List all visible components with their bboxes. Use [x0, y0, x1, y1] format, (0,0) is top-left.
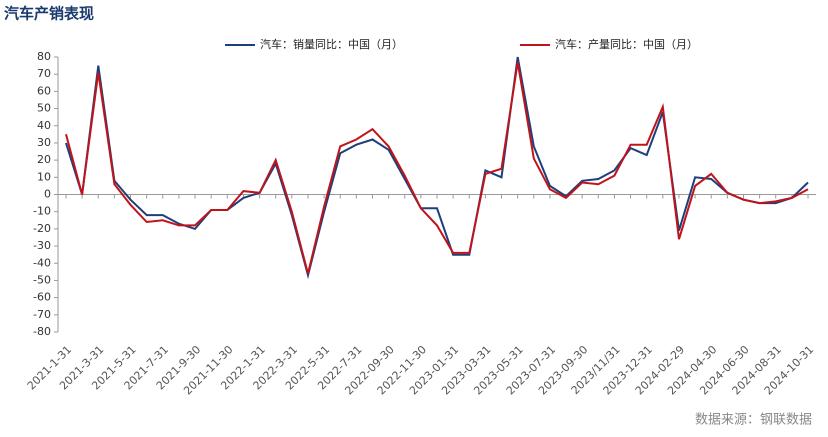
y-tick-label: 40: [37, 119, 51, 132]
y-tick-label: -20: [33, 222, 51, 235]
series-line: [65, 56, 809, 280]
y-tick-label: 50: [37, 102, 51, 115]
source-note: 数据来源：钢联数据: [695, 413, 812, 428]
y-tick-label: -60: [33, 291, 51, 304]
y-tick-label: 0: [44, 188, 51, 201]
y-tick-label: 30: [37, 136, 51, 149]
legend-label: 汽车：销量同比：中国（月）: [260, 37, 403, 51]
y-tick-label: -80: [33, 325, 51, 338]
y-tick-label: -30: [33, 239, 51, 252]
chart-title: 汽车产销表现: [4, 5, 94, 23]
y-tick-label: -50: [33, 273, 51, 286]
y-tick-label: 70: [37, 67, 51, 80]
y-tick-label: 20: [37, 153, 51, 166]
y-tick-label: 80: [37, 50, 51, 63]
y-tick-label: -70: [33, 308, 51, 321]
y-tick-label: -10: [33, 205, 51, 218]
y-tick-label: 10: [37, 170, 51, 183]
series-line: [65, 62, 809, 274]
y-tick-label: 60: [37, 84, 51, 97]
y-tick-label: -40: [33, 256, 51, 269]
legend-label: 汽车：产量同比：中国（月）: [555, 37, 698, 51]
